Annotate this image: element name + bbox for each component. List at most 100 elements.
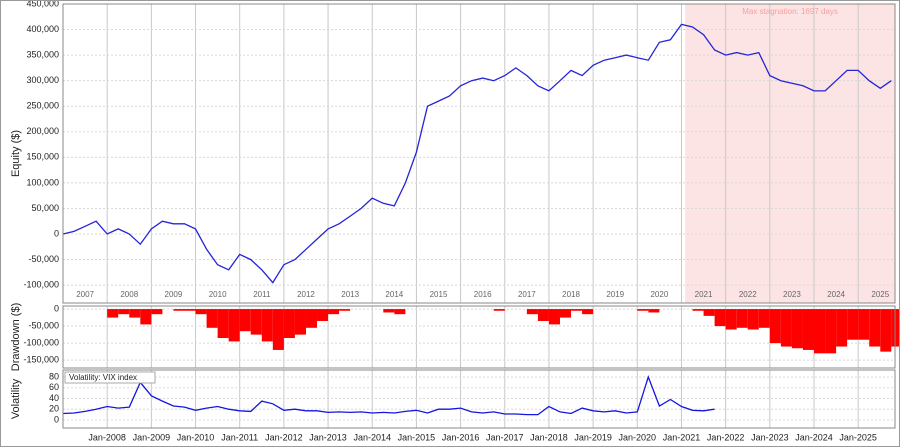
y-tick-label: 250,000: [26, 101, 59, 111]
x-tick-label: Jan-2022: [707, 432, 745, 442]
x-tick-label: 2021: [695, 290, 713, 299]
x-tick-label: Jan-2017: [486, 432, 524, 442]
y-tick-label: 450,000: [26, 0, 59, 8]
drawdown-bar: [383, 309, 395, 313]
drawdown-bar: [173, 309, 185, 311]
x-tick-label: 2016: [474, 290, 492, 299]
plot-frame: [62, 3, 896, 304]
x-tick-label: 2025: [871, 290, 889, 299]
drawdown-bar: [847, 309, 859, 340]
x-tick-label: 2012: [297, 290, 315, 299]
drawdown-bar: [151, 309, 163, 315]
plot-frame: [62, 369, 896, 429]
drawdown-bar: [703, 309, 715, 316]
drawdown-bar: [195, 309, 207, 315]
y-tick-label: -150,000: [23, 355, 59, 365]
y-axis-label: Volatility: [10, 378, 22, 419]
x-tick-label: Jan-2023: [751, 432, 789, 442]
drawdown-bar: [780, 309, 792, 347]
x-tick-label: 2017: [518, 290, 536, 299]
drawdown-bar: [217, 309, 229, 339]
drawdown-bar: [140, 309, 152, 325]
y-tick-label: -100,000: [23, 279, 59, 289]
drawdown-bar: [648, 309, 660, 313]
drawdown-bar: [250, 309, 262, 335]
drawdown-bar: [228, 309, 240, 342]
x-tick-label: Jan-2020: [619, 432, 657, 442]
drawdown-bar: [206, 309, 218, 328]
drawdown-bar: [758, 309, 770, 328]
drawdown-bar: [747, 309, 759, 330]
y-tick-label: 150,000: [26, 152, 59, 162]
x-tick-label: 2018: [562, 290, 580, 299]
x-tick-label: Jan-2010: [177, 432, 215, 442]
x-tick-label: 2009: [165, 290, 183, 299]
y-tick-label: 400,000: [26, 24, 59, 34]
y-tick-label: 350,000: [26, 49, 59, 59]
drawdown-bar: [582, 309, 594, 315]
x-tick-label: Jan-2015: [398, 432, 436, 442]
drawdown-bar: [394, 309, 406, 315]
y-tick-label: 0: [54, 228, 59, 238]
drawdown-bar: [559, 309, 572, 318]
x-tick-label: 2024: [827, 290, 845, 299]
x-tick-label: 2013: [341, 290, 359, 299]
drawdown-bar: [571, 309, 583, 311]
y-tick-label: 40: [49, 393, 59, 403]
stagnation-region: [685, 4, 895, 303]
x-tick-label: 2011: [253, 290, 271, 299]
y-tick-label: -50,000: [28, 254, 59, 264]
drawdown-bar: [239, 309, 251, 332]
y-tick-label: 20: [49, 404, 59, 414]
drawdown-bar: [526, 309, 538, 315]
y-tick-label: 100,000: [26, 177, 59, 187]
x-tick-label: Jan-2009: [133, 432, 171, 442]
x-tick-label: 2014: [385, 290, 403, 299]
x-tick-label: Jan-2024: [795, 432, 833, 442]
drawdown-bar: [891, 309, 900, 347]
x-tick-label: Jan-2012: [265, 432, 303, 442]
drawdown-bar: [814, 309, 826, 354]
drawdown-bar: [769, 309, 781, 344]
drawdown-bar: [261, 309, 273, 342]
drawdown-bar: [283, 309, 295, 339]
drawdown-bar: [548, 309, 560, 325]
x-tick-label: Jan-2011: [221, 432, 258, 442]
drawdown-bar: [129, 309, 141, 318]
x-tick-label: 2008: [120, 290, 138, 299]
legend-label: Volatility: VIX index: [69, 373, 137, 382]
drawdown-bar: [328, 309, 340, 315]
drawdown-bar: [714, 309, 726, 327]
drawdown-bar: [825, 309, 837, 354]
x-tick-label: 2022: [739, 290, 757, 299]
x-tick-label: 2023: [783, 290, 801, 299]
drawdown-bar: [537, 309, 549, 321]
drawdown-bar: [184, 309, 196, 311]
y-tick-label: 300,000: [26, 75, 59, 85]
drawdown-bar: [880, 309, 892, 352]
drawdown-bar: [272, 309, 284, 350]
y-axis-label: Drawdown ($): [10, 303, 22, 371]
x-tick-label: Jan-2008: [88, 432, 126, 442]
drawdown-bar: [305, 309, 318, 328]
x-tick-label: Jan-2016: [442, 432, 480, 442]
x-tick-label: Jan-2018: [530, 432, 568, 442]
x-tick-label: 2015: [430, 290, 448, 299]
drawdown-bar: [107, 309, 119, 318]
drawdown-bar: [118, 309, 130, 315]
x-tick-label: Jan-2025: [839, 432, 877, 442]
line: [62, 23, 892, 284]
y-axis-label: Equity ($): [10, 130, 22, 177]
line: [62, 375, 715, 416]
y-tick-label: -100,000: [23, 338, 59, 348]
drawdown-bar: [736, 309, 748, 328]
drawdown-bar: [692, 309, 704, 311]
y-tick-label: 50,000: [31, 203, 59, 213]
x-tick-label: Jan-2013: [309, 432, 347, 442]
drawdown-bar: [858, 309, 870, 340]
y-tick-label: -50,000: [28, 320, 59, 330]
y-tick-label: 0: [54, 414, 59, 424]
plot-frame: [62, 305, 896, 369]
